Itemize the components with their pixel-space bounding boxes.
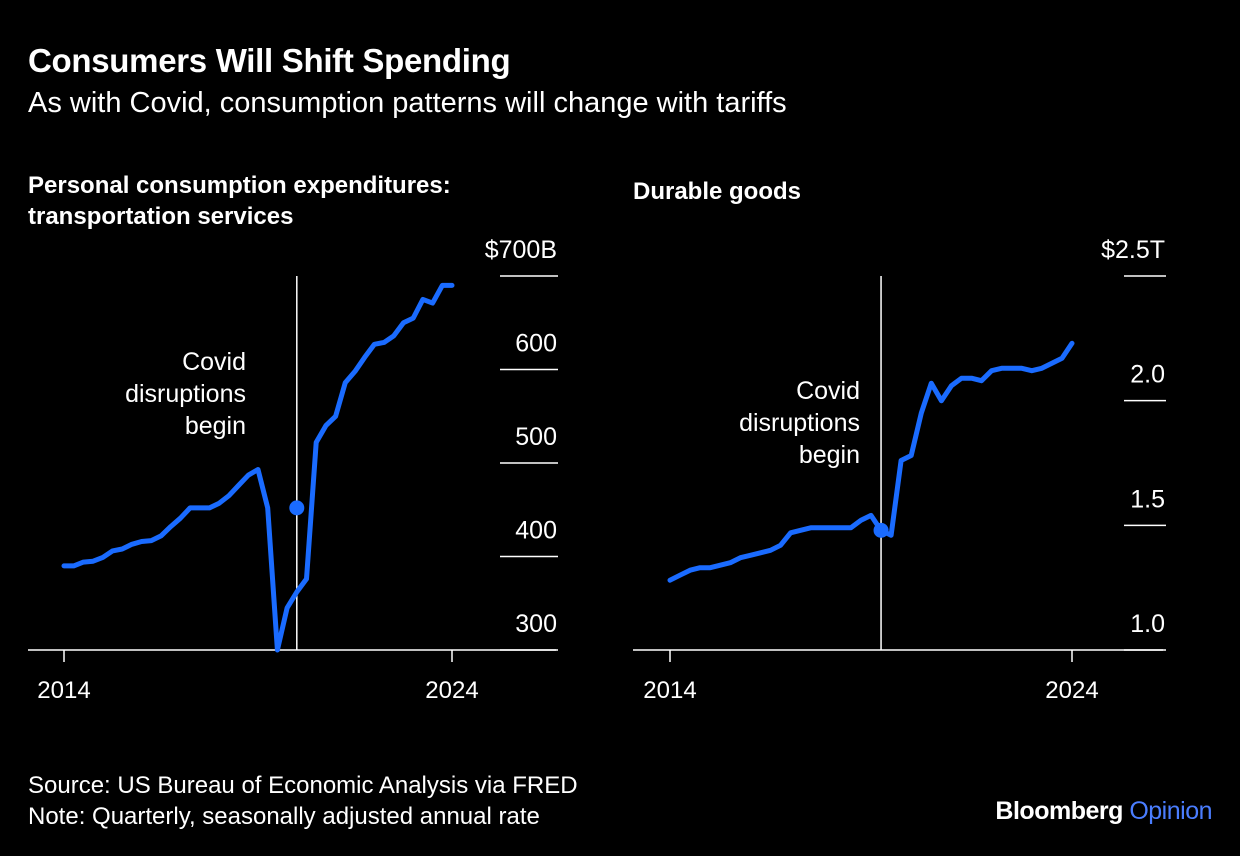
- chart-transportation-services: 2014 2024 $700B 600 500 400 300 Covid disruption…: [28, 236, 558, 704]
- brand-accent: Opinion: [1129, 797, 1212, 825]
- panel-title-line-1: Personal consumption expenditures:: [28, 172, 451, 199]
- y-tick-label: $700B: [485, 236, 557, 264]
- panel-title-transportation: Personal consumption expenditures: trans…: [28, 170, 548, 232]
- y-tick-label: 1.0: [1130, 610, 1165, 638]
- annotation-text: begin: [799, 441, 860, 469]
- chart-title: Consumers Will Shift Spending: [28, 42, 511, 79]
- annotation-text: Covid: [796, 377, 860, 405]
- y-tick-label: 2.0: [1130, 361, 1165, 389]
- panel-title-durable-goods: Durable goods: [633, 178, 802, 205]
- x-tick-label: 2024: [425, 677, 478, 704]
- x-tick-label: 2014: [37, 677, 90, 704]
- y-tick-label: 400: [515, 517, 557, 545]
- y-tick-label: 600: [515, 330, 557, 358]
- y-tick-label: 500: [515, 423, 557, 451]
- covid-marker-dot: [873, 522, 889, 538]
- panel-title-line-2: transportation services: [28, 203, 294, 230]
- annotation-text: begin: [185, 412, 246, 440]
- brand-logo: Bloomberg Opinion: [995, 797, 1212, 826]
- y-tick-label: 1.5: [1130, 485, 1165, 513]
- series-line: [667, 340, 1075, 583]
- chart-durable-goods: 2014 2024 $2.5T 2.0 1.5 1.0 Covid disruptions be…: [633, 236, 1166, 704]
- y-tick-label: $2.5T: [1101, 236, 1165, 264]
- methodology-note: Note: Quarterly, seasonally adjusted ann…: [28, 803, 540, 830]
- chart-subtitle: As with Covid, consumption patterns will…: [28, 87, 787, 119]
- annotation-text: disruptions: [739, 409, 860, 437]
- covid-marker-dot: [289, 500, 305, 516]
- annotation-text: disruptions: [125, 380, 246, 408]
- brand-main: Bloomberg: [995, 797, 1123, 825]
- y-tick-label: 300: [515, 610, 557, 638]
- series-line: [61, 282, 455, 653]
- source-note: Source: US Bureau of Economic Analysis v…: [28, 772, 578, 799]
- annotation-text: Covid: [182, 348, 246, 376]
- x-tick-label: 2024: [1045, 677, 1098, 704]
- x-tick-label: 2014: [643, 677, 696, 704]
